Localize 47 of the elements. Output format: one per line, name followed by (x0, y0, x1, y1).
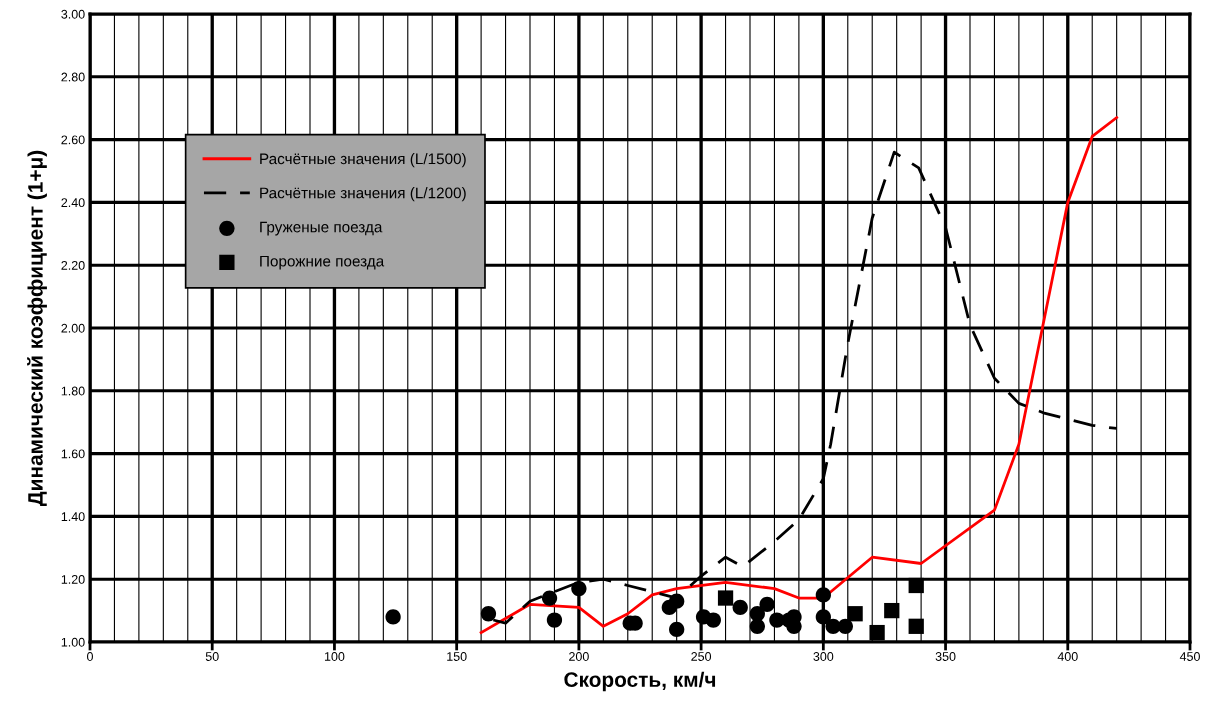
point (847, 606, 863, 622)
point (749, 618, 765, 634)
y-tick-label: 1.40 (61, 512, 85, 522)
x-tick-label: 200 (569, 652, 589, 661)
point (908, 577, 924, 594)
y-tick-label: 2.00 (61, 323, 85, 333)
x-tick-label: 400 (1057, 652, 1078, 661)
x-tick-label: 450 (1179, 652, 1200, 661)
y-tick-label: 1.00 (61, 637, 85, 647)
legend-label: Расчётные значения (L/1200) (260, 187, 466, 202)
point (385, 609, 401, 625)
point (669, 593, 685, 609)
x-tick-label: 100 (324, 652, 345, 661)
point (480, 606, 497, 622)
x-tick-label: 50 (205, 652, 219, 661)
point (541, 590, 558, 606)
y-tick-label: 1.80 (61, 386, 85, 396)
point (884, 602, 900, 619)
y-tick-label: 2.20 (61, 261, 85, 270)
legend-label: Груженые поезда (260, 221, 383, 236)
point (908, 618, 924, 634)
point (869, 624, 885, 641)
point (815, 587, 831, 603)
point (837, 618, 853, 634)
y-tick-label: 1.60 (61, 449, 85, 459)
y-tick-label: 1.20 (61, 575, 85, 584)
y-tick-label: 3.00 (61, 9, 85, 19)
point (571, 580, 587, 597)
point (732, 599, 748, 616)
x-tick-label: 300 (813, 652, 834, 661)
legend-label: Расчётные значения (L/1500) (260, 153, 466, 168)
point (717, 590, 734, 606)
y-tick-label: 2.60 (61, 135, 85, 145)
x-tick-label: 250 (691, 652, 712, 661)
point (669, 621, 685, 638)
point (705, 612, 721, 628)
x-axis-title: Скорость, км/ч (564, 671, 716, 692)
y-axis-title: Динамический коэффициент (1+μ) (27, 150, 47, 506)
point (759, 596, 775, 612)
y-tick-label: 2.40 (61, 198, 85, 208)
x-tick-label: 150 (447, 652, 467, 661)
x-tick-label: 350 (935, 652, 956, 661)
y-tick-label: 2.80 (61, 72, 85, 82)
x-tick-label: 0 (87, 652, 93, 661)
point (546, 612, 563, 628)
legend-label: Порожние поезда (260, 255, 385, 270)
point (815, 609, 831, 625)
